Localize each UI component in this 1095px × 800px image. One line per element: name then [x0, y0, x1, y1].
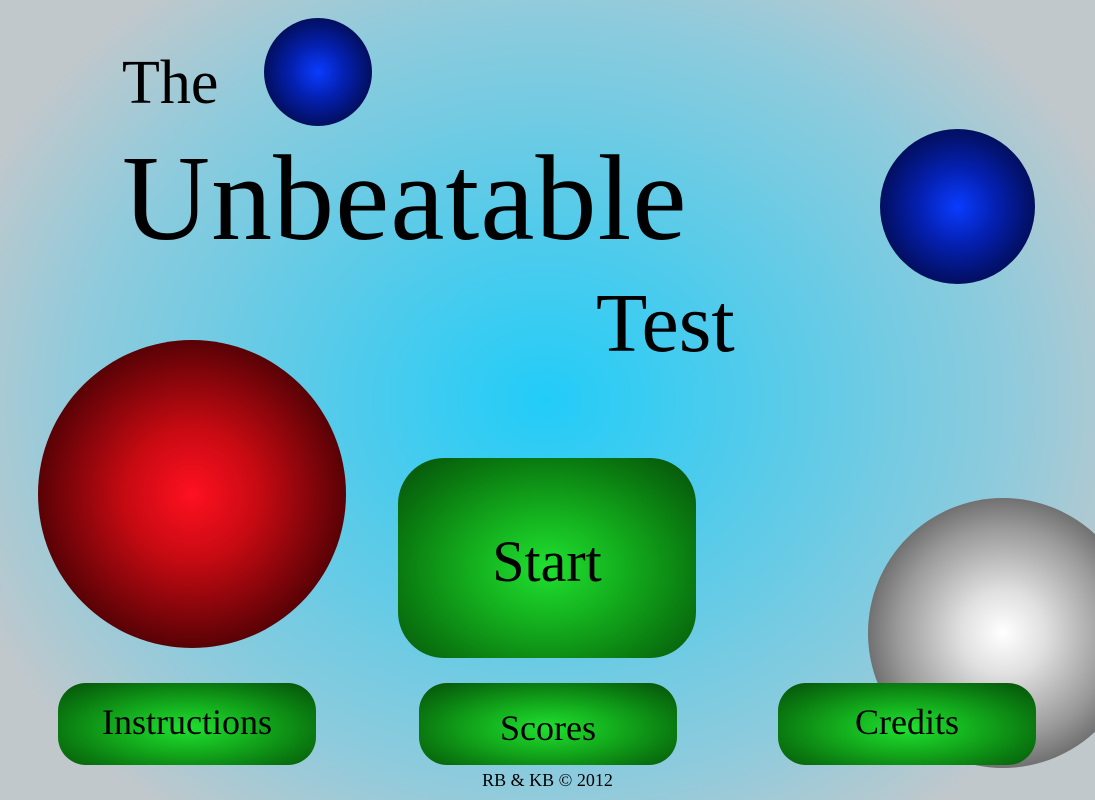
instructions-button-label: Instructions — [102, 702, 272, 742]
red-ball — [38, 340, 346, 648]
start-button[interactable]: Start — [398, 458, 696, 658]
start-button-label: Start — [492, 529, 602, 594]
credits-button[interactable]: Credits — [778, 683, 1036, 765]
title-word-the: The — [122, 49, 219, 117]
title-word-unbeatable: Unbeatable — [122, 131, 688, 266]
title-word-test: Test — [596, 277, 735, 370]
scores-button[interactable]: Scores — [419, 683, 677, 765]
copyright-text: RB & KB © 2012 — [482, 770, 613, 790]
blue-ball-large — [880, 129, 1035, 284]
scores-button-label: Scores — [500, 708, 596, 748]
copyright-footer: RB & KB © 2012 — [0, 771, 1095, 789]
credits-button-label: Credits — [855, 702, 959, 742]
blue-ball-small — [264, 18, 372, 126]
instructions-button[interactable]: Instructions — [58, 683, 316, 765]
